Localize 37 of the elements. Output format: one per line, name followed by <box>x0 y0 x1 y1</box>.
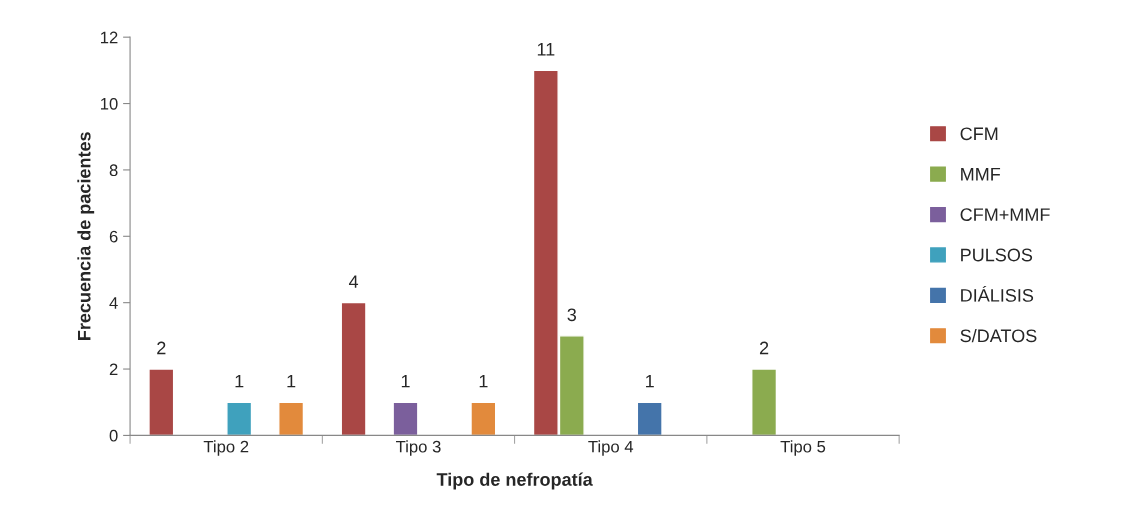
data-label: 11 <box>537 43 555 56</box>
data-label: 1 <box>287 374 296 388</box>
data-label: 1 <box>401 374 410 388</box>
bar <box>470 401 497 436</box>
legend-label: DIÁLISIS <box>961 285 1034 302</box>
x-tick-label: Tipo 5 <box>780 440 826 456</box>
x-axis-title: Tipo de nefropatía <box>436 472 593 490</box>
data-label: 1 <box>235 374 244 388</box>
data-label: 1 <box>646 374 654 388</box>
data-label: 2 <box>759 341 769 355</box>
bar <box>751 368 778 436</box>
x-tick-label: Tipo 4 <box>588 440 634 456</box>
legend-label: S/DATOS <box>960 328 1037 343</box>
x-tick-label: Tipo 3 <box>396 440 441 456</box>
y-tick-label: 8 <box>109 164 118 177</box>
y-tick-label: 6 <box>109 230 118 243</box>
legend-label: CFM+MMF <box>960 208 1050 221</box>
data-label: 4 <box>348 275 359 288</box>
y-tick-label: 0 <box>109 429 118 442</box>
x-tick-label: Tipo 2 <box>203 440 249 456</box>
bar <box>340 301 367 436</box>
y-tick-label: 10 <box>100 97 118 110</box>
y-tick-label: 2 <box>109 363 118 376</box>
legend-label: PULSOS <box>961 248 1033 262</box>
data-label: 2 <box>157 341 166 355</box>
y-tick-label: 12 <box>100 31 118 44</box>
bar <box>392 401 419 436</box>
y-tick-label: 4 <box>109 297 118 309</box>
y-axis-title: Frecuencia de pacientes <box>77 132 95 340</box>
bar <box>636 401 663 436</box>
bar <box>148 368 175 436</box>
data-label: 3 <box>567 308 577 322</box>
bar <box>226 401 253 436</box>
legend-label: MMF <box>961 167 1001 181</box>
data-label: 1 <box>479 374 488 388</box>
legend-label: CFM <box>960 127 998 141</box>
bar <box>278 401 305 436</box>
